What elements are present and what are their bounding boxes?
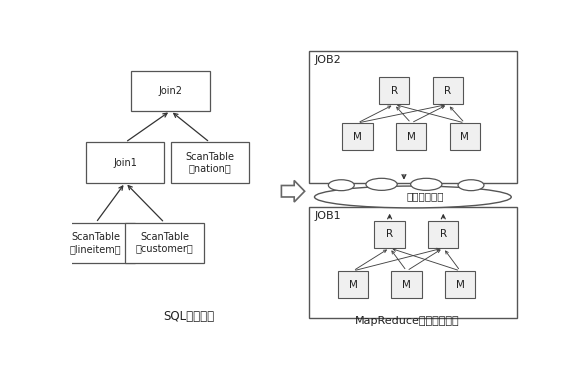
- Text: MapReduce任务执行流程: MapReduce任务执行流程: [355, 316, 460, 326]
- Text: ScanTable
（nation）: ScanTable （nation）: [185, 152, 234, 173]
- Bar: [391, 271, 422, 298]
- Bar: [86, 142, 164, 183]
- Ellipse shape: [411, 178, 442, 190]
- Text: R: R: [444, 86, 451, 96]
- Text: M: M: [349, 280, 357, 289]
- Ellipse shape: [458, 180, 484, 191]
- Bar: [132, 70, 209, 111]
- Text: R: R: [440, 229, 447, 239]
- Ellipse shape: [366, 178, 397, 190]
- Ellipse shape: [328, 180, 354, 191]
- Text: M: M: [402, 280, 411, 289]
- Ellipse shape: [314, 186, 511, 208]
- Bar: [374, 221, 405, 248]
- Bar: [125, 223, 204, 263]
- Text: SQL查询计划: SQL查询计划: [163, 310, 214, 323]
- Text: ScanTable
（customer）: ScanTable （customer）: [136, 232, 193, 254]
- Text: M: M: [407, 132, 415, 142]
- Bar: [445, 271, 475, 298]
- Text: 外部存储系统: 外部存储系统: [407, 191, 444, 201]
- Bar: [338, 271, 368, 298]
- Bar: [449, 123, 480, 150]
- Bar: [396, 123, 426, 150]
- Bar: [57, 223, 135, 263]
- Text: JOB2: JOB2: [315, 55, 342, 65]
- Text: ScanTable
（lineitem）: ScanTable （lineitem）: [70, 232, 122, 254]
- Bar: [309, 50, 517, 183]
- Bar: [433, 77, 463, 104]
- Bar: [342, 123, 373, 150]
- Text: M: M: [353, 132, 362, 142]
- Text: R: R: [391, 86, 398, 96]
- Text: JOB1: JOB1: [315, 211, 342, 221]
- Polygon shape: [282, 181, 305, 202]
- Text: R: R: [386, 229, 393, 239]
- Bar: [171, 142, 249, 183]
- Text: M: M: [456, 280, 464, 289]
- Bar: [428, 221, 459, 248]
- Text: Join1: Join1: [113, 157, 137, 167]
- Bar: [379, 77, 409, 104]
- Bar: [309, 207, 517, 318]
- Text: M: M: [460, 132, 469, 142]
- Text: Join2: Join2: [159, 86, 182, 96]
